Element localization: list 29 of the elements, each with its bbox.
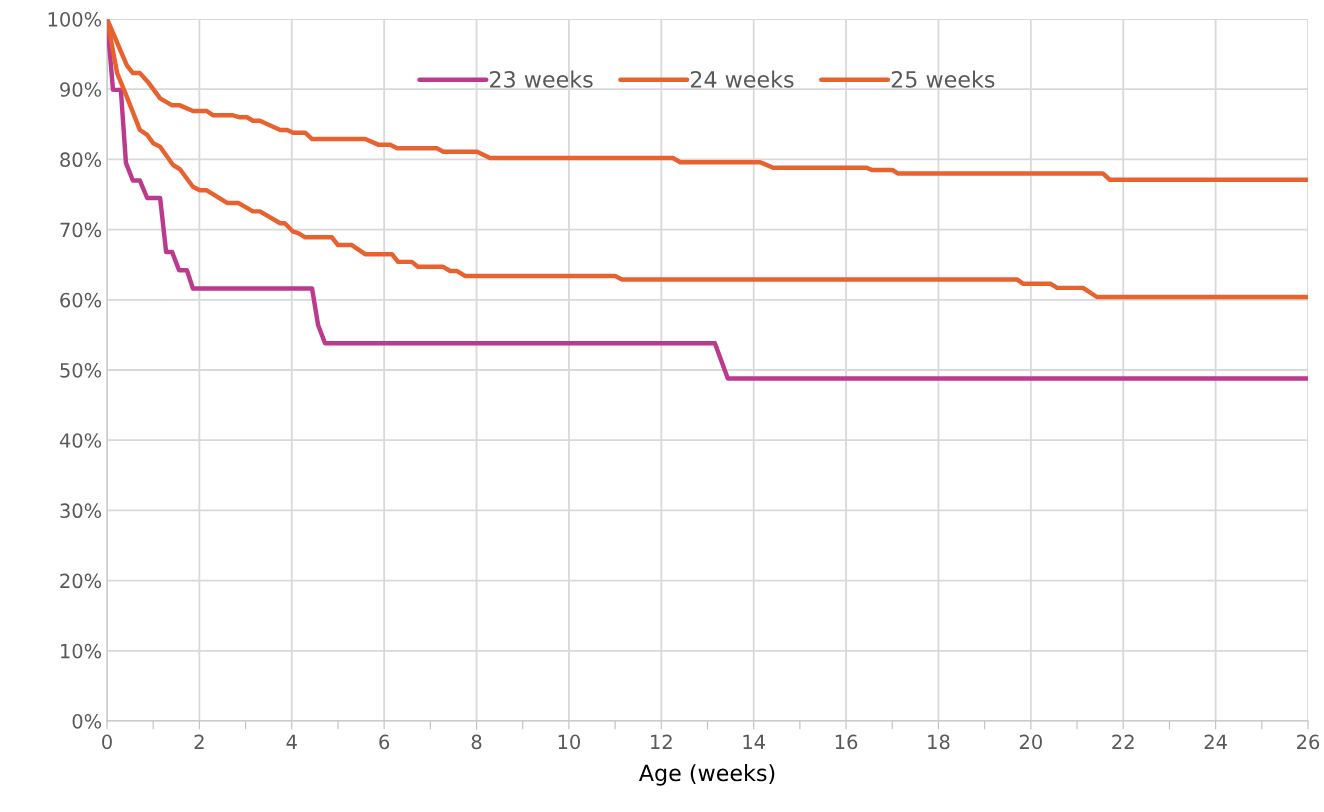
x-tick-label: 24 bbox=[1204, 734, 1227, 749]
x-tick-label: 22 bbox=[1112, 734, 1134, 749]
x-axis-title: Age (weeks) bbox=[639, 764, 775, 786]
x-tick-label: 16 bbox=[835, 734, 858, 750]
y-tick-label: 80% bbox=[60, 152, 102, 168]
y-tick-label: 70% bbox=[60, 222, 102, 238]
x-tick-label: 26 bbox=[1297, 734, 1320, 750]
x-tick-label: 2 bbox=[194, 734, 204, 749]
legend-label: 25 weeks bbox=[891, 70, 995, 88]
x-tick-label: 8 bbox=[471, 734, 482, 750]
y-tick-label: 20% bbox=[60, 573, 102, 589]
x-tick-label: 0 bbox=[102, 734, 112, 750]
y-tick-label: 100% bbox=[48, 11, 102, 27]
x-tick-label: 14 bbox=[743, 734, 765, 749]
x-tick-label: 4 bbox=[286, 734, 297, 749]
x-tick-label: 10 bbox=[558, 734, 580, 750]
y-tick-label: 50% bbox=[60, 362, 102, 378]
y-tick-label: 90% bbox=[60, 82, 102, 97]
legend-label: 23 weeks bbox=[490, 70, 593, 88]
legend-label: 24 weeks bbox=[690, 70, 794, 88]
x-tick-label: 12 bbox=[651, 734, 672, 749]
y-tick-label: 0% bbox=[72, 713, 102, 729]
x-tick-label: 18 bbox=[928, 734, 950, 750]
y-tick-label: 10% bbox=[61, 643, 102, 659]
y-tick-label: 60% bbox=[60, 292, 102, 308]
x-tick-label: 20 bbox=[1019, 734, 1042, 750]
y-tick-label: 40% bbox=[59, 433, 102, 448]
x-tick-label: 6 bbox=[379, 734, 390, 750]
y-tick-label: 30% bbox=[60, 503, 102, 519]
